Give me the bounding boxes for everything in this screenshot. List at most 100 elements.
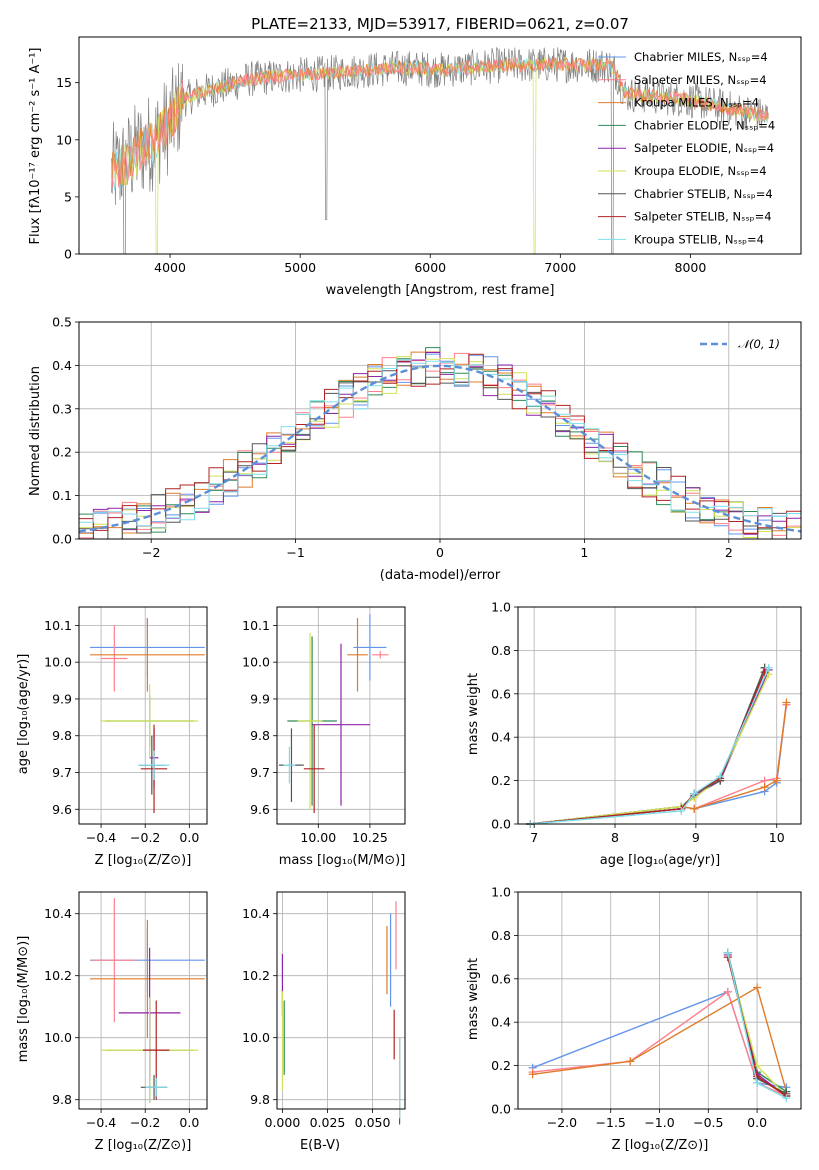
mass-weight-line [530,704,788,825]
mass-weight-line [530,667,770,825]
z-age-x-label: Z [log₁₀(Z/Z⊙)] [95,853,192,868]
y-tick-label: 0.2 [491,1058,511,1073]
z-weight-x-label: Z [log₁₀(Z/Z⊙)] [612,1138,709,1153]
spectrum-panel: PLATE=2133, MJD=53917, FIBERID=0621, z=0… [28,15,802,298]
gaussian-legend-label: 𝒩(0, 1) [738,337,780,351]
y-tick-label: 0.1 [52,488,72,503]
histogram-legend: 𝒩(0, 1) [700,337,780,351]
x-tick-label: 7 [530,830,538,845]
x-tick-label: 5000 [284,260,316,275]
histogram-x-label: (data-model)/error [380,568,501,583]
x-tick-label: 0.0 [179,1115,199,1130]
residual-histogram-panel: −2 −1 0 1 2 0.0 0.1 0.2 0.3 0.4 0.5 (data-model)/e… [28,315,802,583]
y-tick-label: 0.2 [52,445,72,460]
mass-weight-marker [690,789,699,798]
z-mass-y-label: mass [log₁₀(M/M⊙)] [16,936,31,1063]
x-tick-label: −0.2 [130,1115,160,1130]
y-tick-label: 9.6 [52,802,72,817]
mass-weight-marker [716,772,725,781]
histogram-y-label: Normed distribution [28,366,43,496]
y-tick-label: 9.9 [250,691,270,706]
mass-weight-line [530,704,788,825]
spectrum-x-label: wavelength [Angstrom, rest frame] [326,283,555,298]
y-tick-label: 0.0 [491,1102,511,1117]
plot-frame [78,606,208,825]
plot-frame [276,891,406,1110]
y-tick-label: 10.4 [44,906,72,921]
y-tick-label: 0.6 [491,686,511,701]
legend-label: Chabrier STELIB, Nₛₛₚ=4 [634,187,773,201]
x-tick-label: −0.4 [86,830,116,845]
y-tick-label: 10 [56,132,72,147]
y-tick-label: 0.8 [491,643,511,658]
mass-weight-marker [753,1078,762,1087]
y-tick-label: 9.6 [250,802,270,817]
y-tick-label: 9.7 [52,765,72,780]
legend-label: Chabrier MILES, Nₛₛₚ=4 [634,50,768,64]
plot-frame [78,36,802,255]
z-mass-x-label: Z [log₁₀(Z/Z⊙)] [95,1138,192,1153]
z-age-panel: −0.4 −0.2 0.0 9.6 9.7 9.8 9.9 10.0 10.1 Z [log₁₀… [16,606,208,868]
x-tick-label: 10.25 [352,830,388,845]
x-tick-label: 8000 [675,260,707,275]
x-tick-label: 10 [769,830,785,845]
x-tick-label: 0.0 [179,830,199,845]
y-tick-label: 10.4 [242,906,270,921]
x-tick-label: 9 [692,830,700,845]
x-tick-label: 8 [611,830,619,845]
legend-label: Salpeter MILES, Nₛₛₚ=4 [634,73,767,87]
y-tick-label: 1.0 [491,885,511,900]
observed-spectrum-line [111,46,769,254]
y-tick-label: 0.6 [491,971,511,986]
age-weight-y-label: mass weight [466,673,481,755]
mass-weight-marker [753,983,762,992]
y-tick-label: 0 [64,247,72,262]
y-tick-label: 10.2 [242,968,270,983]
y-tick-label: 9.8 [52,728,72,743]
y-tick-label: 0.0 [491,817,511,832]
y-tick-label: 0.4 [491,1015,511,1030]
y-tick-label: 1.0 [491,600,511,615]
mass-weight-line [530,671,766,825]
y-tick-label: 15 [56,75,72,90]
x-tick-label: 0.050 [355,1115,391,1130]
y-tick-label: 0.8 [491,928,511,943]
y-tick-label: 0.4 [491,730,511,745]
x-tick-label: 2 [725,545,733,560]
ebv-x-label: E(B-V) [300,1138,340,1153]
y-tick-label: 10.1 [242,618,270,633]
spectrum-lines [111,46,769,254]
y-tick-label: 5 [64,189,72,204]
mass-weight-line [532,986,788,1092]
y-tick-label: 10.0 [242,1030,270,1045]
mass-weight-line [530,702,788,825]
y-tick-label: 0.4 [52,358,72,373]
gaussian-curve [78,364,802,533]
x-tick-label: −2 [142,545,160,560]
mass-weight-marker [764,663,773,672]
x-tick-label: 10.00 [300,830,336,845]
mass-age-x-label: mass [log₁₀(M/M⊙)] [279,853,406,868]
mass-weight-marker [772,776,781,785]
x-tick-label: 0.0 [747,1115,767,1130]
plot-frame [276,606,406,825]
mass-weight-marker [528,1070,537,1079]
spectrum-title: PLATE=2133, MJD=53917, FIBERID=0621, z=0… [251,15,629,33]
y-tick-label: 10.0 [44,1030,72,1045]
mass-weight-marker [760,783,769,792]
legend-label: Kroupa ELODIE, Nₛₛₚ=4 [634,164,767,178]
legend-label: Kroupa MILES, Nₛₛₚ=4 [634,96,759,110]
z-weight-y-label: mass weight [466,958,481,1040]
mass-age-panel: 10.00 10.25 9.6 9.7 9.8 9.9 10.0 10.1 mass [log… [242,606,406,868]
mass-weight-marker [782,1094,791,1103]
plot-frame [517,606,802,825]
mass-weight-marker [690,804,699,813]
x-tick-label: −1.0 [644,1115,674,1130]
x-tick-label: −1 [286,545,304,560]
y-tick-label: 0.0 [52,532,72,547]
x-tick-label: −1.5 [596,1115,626,1130]
age-weight-x-label: age [log₁₀(age/yr)] [600,853,721,868]
y-tick-label: 0.2 [491,773,511,788]
age-mass-weight-panel: 7 8 9 10 0.0 0.2 0.4 0.6 0.8 1.0 age [log₁₀(age/y… [466,600,802,868]
